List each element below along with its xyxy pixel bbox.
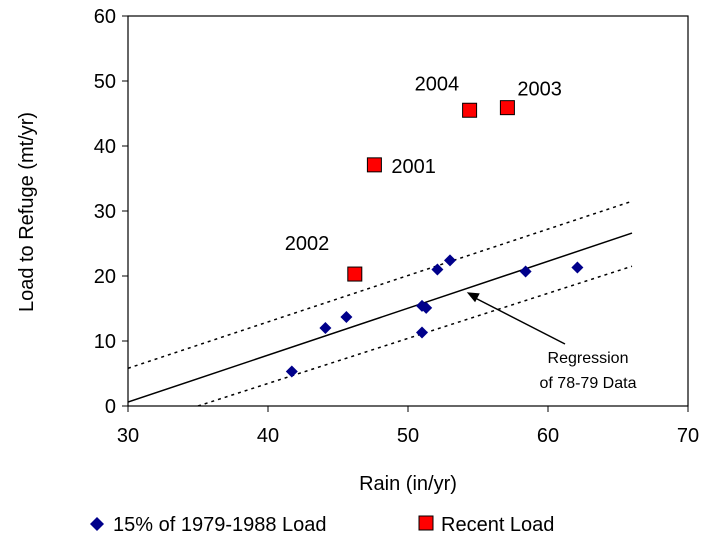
y-tick-label: 30 — [94, 201, 116, 223]
legend-label-series-2: Recent Load — [441, 514, 554, 536]
regression-annotation: Regression of 78-79 Data — [466, 292, 637, 392]
data-point-square — [462, 102, 478, 118]
data-point-square — [366, 157, 382, 173]
x-tick-label: 70 — [677, 425, 699, 447]
annotation-line-1: Regression — [548, 350, 629, 367]
y-tick-label: 10 — [94, 331, 116, 353]
point-label: 2004 — [415, 73, 460, 95]
annotation-arrowhead — [466, 292, 480, 303]
point-label: 2002 — [285, 233, 330, 255]
x-tick-label: 30 — [117, 425, 139, 447]
data-point-square — [499, 100, 515, 116]
point-label: 2001 — [391, 156, 436, 178]
y-tick-label: 20 — [94, 266, 116, 288]
data-point-diamond — [285, 365, 298, 378]
regression-lines — [128, 200, 633, 406]
plot-frame — [127, 15, 689, 407]
data-point-diamond — [444, 254, 456, 267]
annotation-arrow — [471, 295, 566, 345]
y-tick-label: 0 — [105, 396, 116, 418]
data-point-diamond — [519, 265, 532, 278]
x-tick-label: 40 — [257, 425, 279, 447]
data-point-diamond — [431, 263, 444, 276]
annotation-line-2: of 78-79 Data — [540, 375, 637, 392]
data-point-square — [347, 266, 363, 282]
data-point-diamond — [319, 322, 332, 334]
y-axis-label: Load to Refuge (mt/yr) — [16, 112, 38, 312]
x-tick-label: 50 — [397, 425, 419, 447]
x-tick-label: 60 — [537, 425, 559, 447]
legend-marker-diamond — [90, 517, 104, 531]
y-tick-label: 40 — [94, 136, 116, 158]
y-tick-label: 60 — [94, 6, 116, 28]
data-point-diamond — [416, 326, 428, 339]
data-point-diamond — [571, 261, 584, 274]
data-point-diamond — [340, 310, 353, 323]
data-point-diamond — [420, 301, 433, 314]
plot-border — [127, 15, 689, 407]
axis-ticks: 0 10 20 30 40 50 60 30 40 50 60 70 — [94, 6, 699, 447]
confidence-line — [197, 265, 633, 406]
y-tick-label: 50 — [94, 71, 116, 93]
data-points — [285, 100, 584, 378]
confidence-line — [128, 200, 633, 370]
point-label: 2003 — [517, 79, 562, 101]
regression-line — [128, 232, 633, 403]
point-labels: 2002 2001 2004 2003 — [285, 73, 562, 255]
legend-marker-square — [418, 515, 434, 531]
x-axis-label: Rain (in/yr) — [359, 473, 457, 495]
legend-label-series-1: 15% of 1979-1988 Load — [113, 514, 327, 536]
legend: 15% of 1979-1988 Load Recent Load — [90, 514, 554, 536]
